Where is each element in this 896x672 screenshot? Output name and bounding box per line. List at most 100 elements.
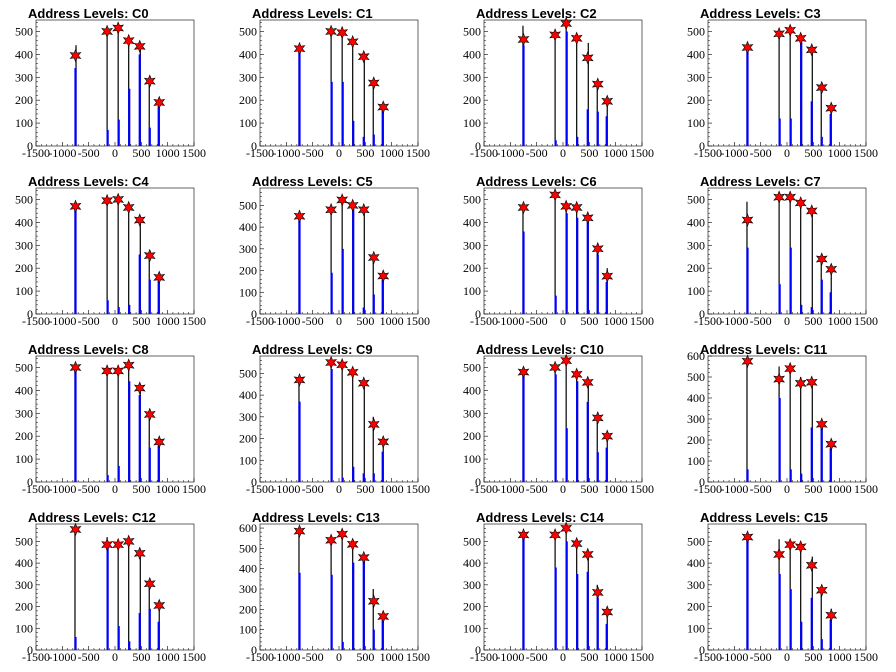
chart-svg: 0 100 200 300 400 500 -1500-1000 -500 0 500 1000 15… xyxy=(15,19,206,160)
star-marker xyxy=(293,524,306,538)
x-tick-label: 1000 xyxy=(156,146,180,160)
y-tick-label: 300 xyxy=(15,70,33,84)
x-tick-label: 500 xyxy=(580,482,598,496)
star-marker xyxy=(601,94,614,109)
x-tick-label: 500 xyxy=(356,650,374,664)
y-tick-label: 0 xyxy=(27,475,33,489)
x-tick-label: 1000 xyxy=(604,314,628,328)
y-tick-label: 300 xyxy=(463,238,481,252)
star-marker xyxy=(570,367,583,382)
x-tick-label: -1000 xyxy=(496,650,524,664)
chart-title: Address Levels: C6 xyxy=(476,174,597,189)
y-tick-label: 100 xyxy=(239,116,257,130)
y-tick-label: 400 xyxy=(463,556,481,570)
plot-frame xyxy=(259,355,419,483)
y-tick-label: 400 xyxy=(15,215,33,229)
x-tick-label: -1500 xyxy=(246,146,274,160)
y-tick-label: 0 xyxy=(251,475,257,489)
star-marker xyxy=(101,24,114,39)
x-tick-label: 0 xyxy=(784,314,790,328)
y-tick-label: 500 xyxy=(463,534,481,548)
x-tick-label: -1500 xyxy=(246,482,274,496)
x-tick-label: -500 xyxy=(78,146,100,160)
star-marker xyxy=(773,372,786,386)
x-tick-label: 0 xyxy=(784,650,790,664)
y-tick-label: 500 xyxy=(15,534,33,548)
y-tick-label: 0 xyxy=(251,139,257,153)
star-marker xyxy=(601,605,614,619)
star-marker xyxy=(825,262,838,277)
x-tick-label: -1000 xyxy=(272,650,300,664)
y-tick-label: 500 xyxy=(239,366,257,380)
star-marker xyxy=(346,365,359,380)
y-tick-label: 0 xyxy=(251,643,257,657)
y-tick-label: 100 xyxy=(15,452,33,466)
y-tick-label: 300 xyxy=(463,578,481,592)
x-tick-label: 500 xyxy=(132,650,150,664)
y-tick-label: 400 xyxy=(463,383,481,397)
x-tick-label: -1000 xyxy=(48,650,76,664)
x-tick-label: 0 xyxy=(784,482,790,496)
star-marker xyxy=(784,23,797,38)
x-tick-label: 1000 xyxy=(380,482,404,496)
plot-frame xyxy=(483,355,643,483)
star-marker xyxy=(357,376,370,390)
x-tick-label: -1000 xyxy=(496,314,524,328)
star-marker xyxy=(591,77,604,91)
star-marker xyxy=(377,100,390,114)
star-marker xyxy=(377,269,390,283)
x-tick-label: -500 xyxy=(750,314,772,328)
x-tick-label: 1500 xyxy=(406,482,430,496)
chart-title: Address Levels: C7 xyxy=(700,174,821,189)
x-tick-label: 500 xyxy=(356,314,374,328)
x-tick-label: -1500 xyxy=(470,314,498,328)
x-tick-label: -500 xyxy=(526,146,548,160)
x-tick-label: 0 xyxy=(112,146,118,160)
y-tick-label: 200 xyxy=(239,93,257,107)
y-tick-label: 100 xyxy=(463,452,481,466)
chart-panel: 0 100 200 300 400 500 -1500 -1000 -500 0 500 1000 15… xyxy=(448,0,672,168)
chart-title: Address Levels: C2 xyxy=(476,6,597,21)
star-marker xyxy=(591,411,604,425)
plot-frame xyxy=(707,19,867,147)
y-tick-label: 0 xyxy=(27,643,33,657)
x-tick-label: 0 xyxy=(560,482,566,496)
x-tick-label: 0 xyxy=(784,146,790,160)
star-marker xyxy=(581,547,594,562)
star-marker xyxy=(825,101,838,116)
x-tick-label: 1500 xyxy=(630,314,654,328)
y-tick-label: 400 xyxy=(239,220,257,234)
star-marker xyxy=(517,528,530,542)
y-tick-label: 300 xyxy=(463,70,481,84)
chart-panel: 0 100 200 300 400 500 -1500 -1000 -500 0 500 1000 15… xyxy=(224,336,448,504)
star-marker xyxy=(784,361,797,376)
plot-frame xyxy=(259,523,419,651)
star-marker xyxy=(825,437,838,452)
star-marker xyxy=(325,533,338,548)
chart-title: Address Levels: C5 xyxy=(252,174,373,189)
star-marker xyxy=(346,537,359,552)
chart-svg: 0 100 200 300 400 500 -1500-1000 -500 0 500 1000 15… xyxy=(463,187,654,328)
plot-frame xyxy=(707,187,867,315)
x-tick-label: 1000 xyxy=(604,650,628,664)
star-marker xyxy=(346,34,359,49)
y-tick-label: 100 xyxy=(687,284,705,298)
star-marker xyxy=(336,25,349,40)
chart-title: Address Levels: C9 xyxy=(252,342,373,357)
star-marker xyxy=(794,31,807,46)
y-tick-label: 400 xyxy=(687,556,705,570)
star-marker xyxy=(69,199,82,214)
y-tick-label: 200 xyxy=(687,93,705,107)
x-tick-label: -500 xyxy=(302,650,324,664)
x-tick-label: -500 xyxy=(750,650,772,664)
y-tick-label: 200 xyxy=(239,264,257,278)
x-tick-label: 0 xyxy=(336,650,342,664)
plot-frame xyxy=(35,355,195,483)
star-marker xyxy=(153,435,166,449)
y-tick-label: 500 xyxy=(239,24,257,38)
x-tick-label: 1000 xyxy=(828,482,852,496)
y-tick-label: 600 xyxy=(687,349,705,363)
x-tick-label: 0 xyxy=(336,314,342,328)
star-marker xyxy=(591,585,604,600)
star-marker xyxy=(741,530,754,544)
